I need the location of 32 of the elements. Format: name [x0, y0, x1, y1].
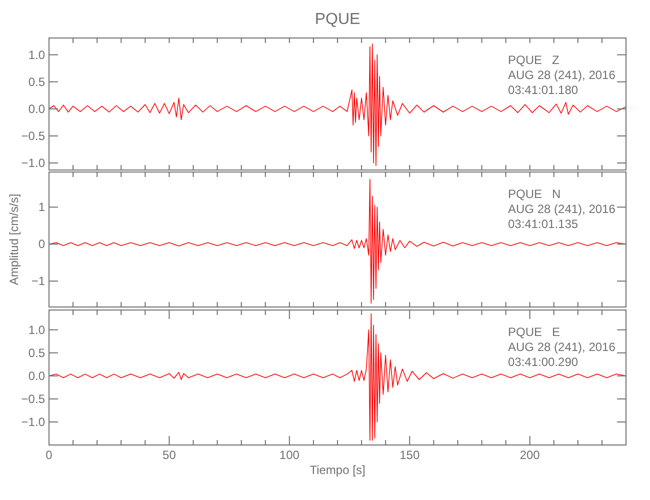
- y-tick-label: −1: [31, 274, 46, 288]
- line-series: [49, 313, 626, 441]
- y-tick-label: 0: [38, 237, 46, 252]
- annotation: 03:41:01.180: [508, 83, 578, 97]
- annotation: AUG 28 (241), 2016: [508, 202, 616, 216]
- annotation: 03:41:00.290: [508, 355, 578, 369]
- annotation: 03:41:01.135: [508, 217, 578, 231]
- annotation: PQUE Z: [508, 53, 560, 67]
- y-tick-label: 0.0: [28, 102, 46, 116]
- y-tick-label: 1.0: [28, 48, 46, 62]
- y-tick-label: 0.5: [28, 74, 46, 89]
- y-tick-label: −1.0: [21, 414, 46, 429]
- line-series: [49, 178, 626, 304]
- chart-title: PQUE: [314, 11, 360, 28]
- annotation: AUG 28 (241), 2016: [508, 340, 616, 354]
- y-tick-label: 0.0: [28, 368, 46, 383]
- annotation: PQUE N: [508, 187, 561, 201]
- annotation: AUG 28 (241), 2016: [508, 68, 616, 82]
- x-tick-label: 100: [279, 448, 300, 462]
- x-tick-label: 50: [162, 448, 176, 462]
- annotation: PQUE E: [508, 325, 560, 339]
- x-axis-title: Tiempo [s]: [310, 463, 366, 477]
- y-axis-title: Amplitud [cm/s/s]: [7, 194, 21, 286]
- line-series: [49, 44, 626, 166]
- x-tick-label: 150: [400, 448, 420, 462]
- y-tick-label: −0.5: [21, 128, 46, 143]
- y-tick-label: 1.0: [28, 322, 46, 337]
- y-tick-label: −0.5: [21, 392, 46, 406]
- x-tick-label: 200: [520, 448, 540, 462]
- y-tick-label: −1.0: [21, 156, 46, 170]
- y-tick-label: 0.5: [28, 346, 46, 360]
- y-tick-label: 1: [38, 200, 46, 214]
